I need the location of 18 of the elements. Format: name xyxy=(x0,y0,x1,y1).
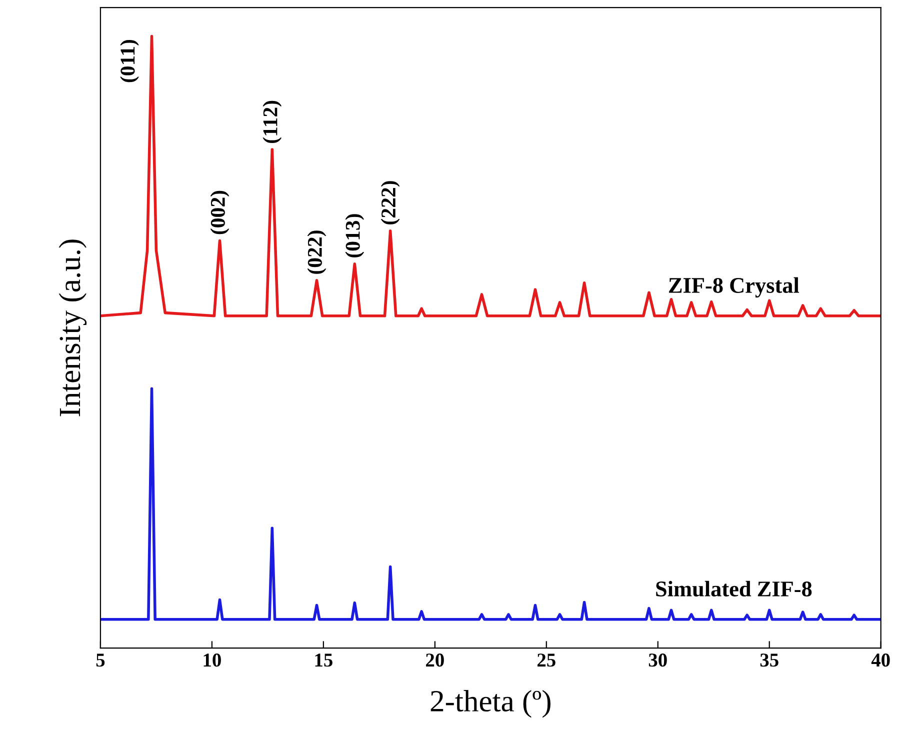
x-tick-label: 20 xyxy=(426,654,444,667)
x-tick-label: 40 xyxy=(871,654,890,667)
y-axis-title: Intensity (a.u.) xyxy=(58,240,87,416)
x-axis-title: 2-theta (º) xyxy=(430,690,550,718)
series-label: Simulated ZIF-8 xyxy=(656,580,812,597)
x-tick-label: 35 xyxy=(760,654,778,667)
annotation: (112) xyxy=(262,100,282,143)
x-tick-label: 10 xyxy=(204,654,221,667)
annotation: (222) xyxy=(380,181,400,224)
annotation: (002) xyxy=(210,190,230,234)
x-tick-label: 5 xyxy=(96,654,105,667)
annotation: (013) xyxy=(345,214,364,258)
series-label: ZIF-8 Crystal xyxy=(669,277,800,298)
annotation: (011) xyxy=(120,40,139,82)
x-tick-label: 30 xyxy=(648,654,667,667)
annotation: (022) xyxy=(307,230,326,274)
x-tick-label: 25 xyxy=(537,654,556,667)
x-tick-label: 15 xyxy=(315,654,332,667)
